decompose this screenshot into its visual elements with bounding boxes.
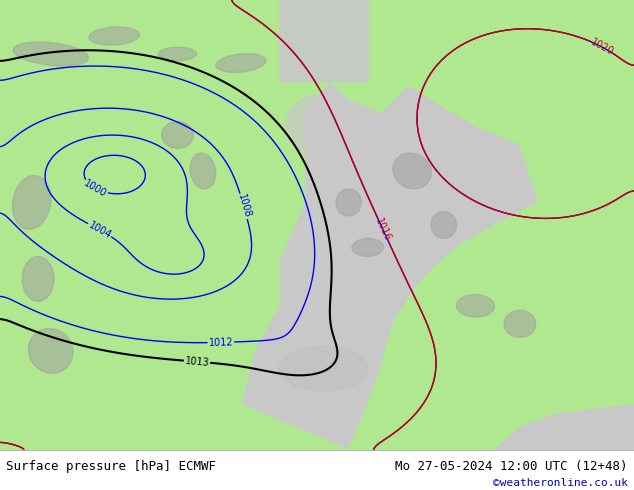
Polygon shape [495,405,634,450]
Polygon shape [330,0,412,113]
Ellipse shape [162,122,193,148]
Polygon shape [0,0,330,450]
Text: 1012: 1012 [209,337,233,348]
Ellipse shape [13,175,51,229]
Ellipse shape [504,310,536,337]
Text: 1004: 1004 [87,220,113,241]
Ellipse shape [158,47,197,61]
Ellipse shape [456,294,495,317]
Ellipse shape [190,153,216,189]
Text: Mo 27-05-2024 12:00 UTC (12+48): Mo 27-05-2024 12:00 UTC (12+48) [395,460,628,473]
Text: Surface pressure [hPa] ECMWF: Surface pressure [hPa] ECMWF [6,460,216,473]
Text: 1000: 1000 [82,178,108,199]
Text: 1016: 1016 [373,217,393,243]
Polygon shape [368,0,634,202]
Ellipse shape [352,239,384,256]
Ellipse shape [279,346,368,392]
Polygon shape [0,405,634,450]
Ellipse shape [431,211,456,239]
Bar [279,0,368,81]
Ellipse shape [29,328,73,373]
Ellipse shape [285,95,361,157]
Text: 1013: 1013 [184,356,210,368]
Ellipse shape [393,153,431,189]
Ellipse shape [22,256,54,301]
Ellipse shape [13,42,88,66]
Text: 1008: 1008 [236,193,252,220]
Polygon shape [349,0,634,450]
Ellipse shape [89,27,139,45]
Text: ©weatheronline.co.uk: ©weatheronline.co.uk [493,478,628,488]
Text: 1020: 1020 [589,37,616,57]
Ellipse shape [336,189,361,216]
Ellipse shape [216,53,266,73]
